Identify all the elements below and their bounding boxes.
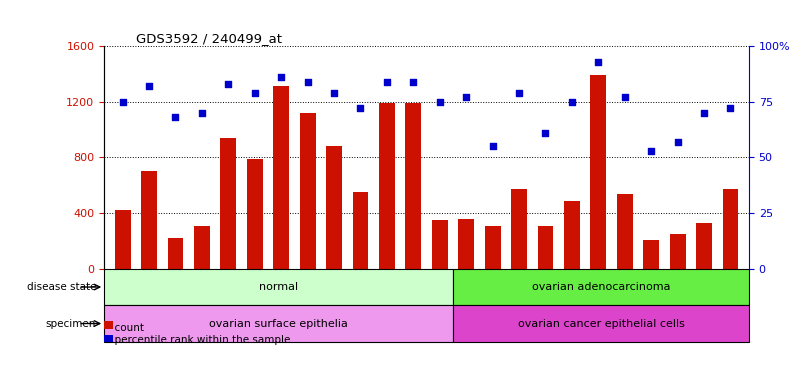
Point bbox=[486, 143, 499, 149]
Bar bbox=[326, 146, 342, 269]
Bar bbox=[485, 226, 501, 269]
Bar bbox=[104, 321, 112, 329]
Point bbox=[116, 99, 129, 105]
Point bbox=[143, 83, 155, 89]
Bar bbox=[696, 223, 712, 269]
Point bbox=[275, 74, 288, 80]
Point bbox=[328, 90, 340, 96]
Bar bbox=[167, 238, 183, 269]
Bar bbox=[564, 200, 580, 269]
Bar bbox=[643, 240, 659, 269]
Text: count: count bbox=[108, 323, 144, 333]
Bar bbox=[453, 305, 749, 342]
Point bbox=[645, 148, 658, 154]
Bar bbox=[104, 305, 453, 342]
Bar bbox=[115, 210, 131, 269]
Point bbox=[354, 105, 367, 111]
Bar bbox=[405, 103, 421, 269]
Point bbox=[724, 105, 737, 111]
Text: GDS3592 / 240499_at: GDS3592 / 240499_at bbox=[136, 32, 283, 45]
Point bbox=[380, 79, 393, 85]
Bar bbox=[617, 194, 633, 269]
Bar bbox=[537, 226, 553, 269]
Bar bbox=[432, 220, 448, 269]
Text: ovarian adenocarcinoma: ovarian adenocarcinoma bbox=[532, 282, 670, 292]
Point bbox=[195, 110, 208, 116]
Bar bbox=[104, 269, 453, 305]
Point bbox=[618, 94, 631, 100]
Bar bbox=[379, 103, 395, 269]
Point bbox=[698, 110, 710, 116]
Bar bbox=[104, 335, 112, 343]
Bar bbox=[352, 192, 368, 269]
Point bbox=[301, 79, 314, 85]
Point bbox=[433, 99, 446, 105]
Point bbox=[671, 139, 684, 145]
Point bbox=[169, 114, 182, 121]
Point bbox=[460, 94, 473, 100]
Text: ovarian surface epithelia: ovarian surface epithelia bbox=[209, 318, 348, 329]
Bar bbox=[511, 189, 527, 269]
Point bbox=[407, 79, 420, 85]
Point bbox=[248, 90, 261, 96]
Bar bbox=[300, 113, 316, 269]
Bar bbox=[194, 226, 210, 269]
Bar bbox=[247, 159, 263, 269]
Bar bbox=[273, 86, 289, 269]
Point bbox=[566, 99, 578, 105]
Point bbox=[513, 90, 525, 96]
Bar bbox=[590, 75, 606, 269]
Text: normal: normal bbox=[260, 282, 298, 292]
Text: specimen: specimen bbox=[46, 318, 96, 329]
Bar bbox=[141, 171, 157, 269]
Bar bbox=[458, 219, 474, 269]
Bar bbox=[220, 138, 236, 269]
Bar bbox=[670, 234, 686, 269]
Point bbox=[539, 130, 552, 136]
Bar bbox=[453, 269, 749, 305]
Text: percentile rank within the sample: percentile rank within the sample bbox=[108, 335, 291, 345]
Bar bbox=[723, 189, 739, 269]
Text: disease state: disease state bbox=[26, 282, 96, 292]
Point bbox=[222, 81, 235, 87]
Point bbox=[592, 59, 605, 65]
Text: ovarian cancer epithelial cells: ovarian cancer epithelial cells bbox=[517, 318, 685, 329]
